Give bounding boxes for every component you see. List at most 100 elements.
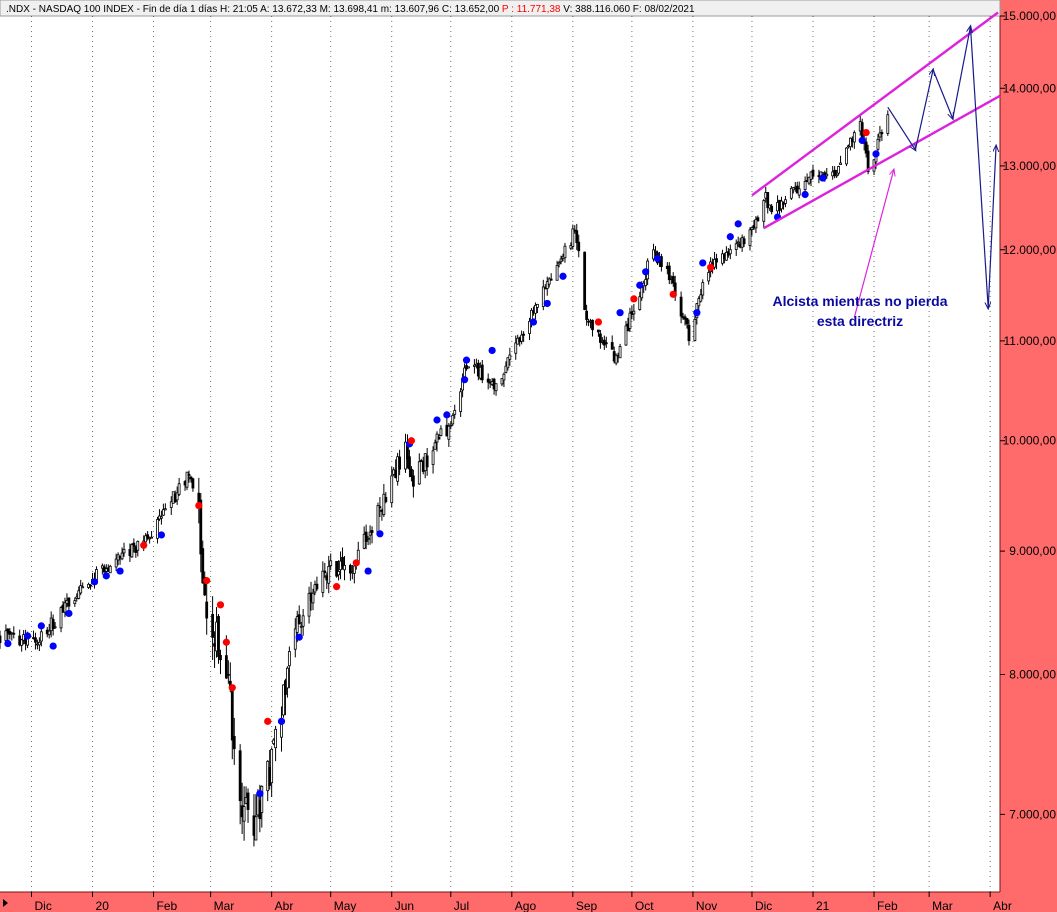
x-tick-label: Sep xyxy=(576,899,598,912)
candle-body xyxy=(618,346,622,359)
header-date: F: 08/02/2021 xyxy=(633,4,695,15)
candle-body xyxy=(693,318,697,341)
candle-body xyxy=(848,137,852,148)
candle-body xyxy=(807,176,811,184)
sell-signal-dot xyxy=(862,128,870,137)
candle-body xyxy=(520,334,524,342)
x-tick-label: Jul xyxy=(454,899,469,912)
candle-body xyxy=(348,565,352,574)
candle-body xyxy=(47,630,51,636)
sell-signal-dot xyxy=(707,263,715,271)
candle-body xyxy=(384,497,388,503)
candle-body xyxy=(638,296,642,310)
candle-body xyxy=(368,531,372,536)
buy-signal-dot xyxy=(157,531,166,539)
candle-body xyxy=(837,166,840,174)
candle-body xyxy=(433,442,437,450)
candle-body xyxy=(604,342,608,345)
candle-body xyxy=(679,296,683,317)
candle-body xyxy=(811,169,815,177)
x-axis-panel[interactable] xyxy=(0,892,1057,912)
candle-body xyxy=(534,304,537,314)
x-tick-label: Dic xyxy=(755,899,772,912)
y-tick-label: 7.000,00 xyxy=(1009,807,1056,821)
header-volume: V: 388.116.060 xyxy=(563,4,630,15)
gridlines xyxy=(30,16,991,892)
candle-body xyxy=(156,519,159,539)
candle-body xyxy=(835,174,839,177)
candle-body xyxy=(146,534,150,539)
candle-body xyxy=(390,475,394,504)
candle-body xyxy=(382,493,386,515)
candle-body xyxy=(687,324,691,342)
candle-body xyxy=(238,750,242,802)
projection-arrow xyxy=(969,26,988,309)
candle-body xyxy=(886,114,890,134)
candle-body xyxy=(624,325,628,346)
candle-body xyxy=(270,748,274,784)
candle-body xyxy=(203,576,207,596)
buy-signal-dot xyxy=(559,272,567,280)
candle-body xyxy=(780,200,783,210)
candle-body xyxy=(160,516,163,519)
x-tick-label: Nov xyxy=(696,899,717,912)
candle-body xyxy=(246,792,250,810)
candle-body xyxy=(337,571,340,576)
candle-body xyxy=(880,132,884,135)
candle-body xyxy=(311,592,315,604)
candle-body xyxy=(205,601,209,619)
candle-body xyxy=(652,249,655,260)
candle-body xyxy=(614,354,618,364)
x-tick-label: Jun xyxy=(395,899,414,912)
buy-signal-dot xyxy=(616,309,624,317)
header-close: C: 13.652,00 xyxy=(442,4,500,15)
candle-body xyxy=(833,169,837,176)
header-time: H: 21:05 xyxy=(220,4,258,15)
sell-signal-dot xyxy=(228,684,236,692)
candle-body xyxy=(528,321,531,334)
candle-body xyxy=(876,138,880,150)
candle-body xyxy=(878,132,882,138)
candle-body xyxy=(449,424,453,427)
candle-body xyxy=(463,367,466,378)
candle-body xyxy=(628,312,632,329)
candle-body xyxy=(660,256,663,267)
candle-body xyxy=(295,616,299,633)
scroll-left-arrow-icon[interactable] xyxy=(3,899,8,907)
y-tick-label: 9.000,00 xyxy=(1009,544,1056,558)
buy-signal-dot xyxy=(734,220,742,228)
candle-body xyxy=(323,570,327,573)
x-tick-label: Abr xyxy=(993,899,1012,912)
candle-body xyxy=(514,342,518,354)
candle-body xyxy=(504,365,508,373)
y-tick-label: 11.000,00 xyxy=(1004,334,1057,348)
buy-signal-dot xyxy=(636,281,644,289)
candle-body xyxy=(189,476,193,480)
buy-signal-dot xyxy=(23,632,32,640)
candle-body xyxy=(559,258,563,262)
candle-body xyxy=(201,548,205,584)
candle-body xyxy=(242,806,246,822)
candle-body xyxy=(20,639,24,646)
candle-body xyxy=(232,735,236,750)
candle-body xyxy=(132,542,136,547)
x-tick-label: May xyxy=(334,899,357,912)
candle-body xyxy=(536,304,539,308)
annotation-arrow xyxy=(853,170,893,318)
candle-body xyxy=(211,613,214,638)
candle-body xyxy=(541,286,545,307)
buy-signal-dot xyxy=(433,416,441,424)
buy-signal-dot xyxy=(295,633,303,641)
buy-signal-dot xyxy=(376,530,384,538)
candle-body xyxy=(555,265,559,281)
buy-signal-dot xyxy=(277,717,286,725)
sell-signal-dot xyxy=(594,318,603,326)
candle-body xyxy=(754,219,758,229)
candle-body xyxy=(6,628,10,634)
candle-body xyxy=(750,227,754,230)
candle-body xyxy=(724,252,728,261)
candle-body xyxy=(685,318,689,325)
y-axis-panel[interactable] xyxy=(1000,0,1057,912)
header-open: A: 13.672,33 xyxy=(260,4,317,15)
sell-signal-dot xyxy=(669,290,677,298)
